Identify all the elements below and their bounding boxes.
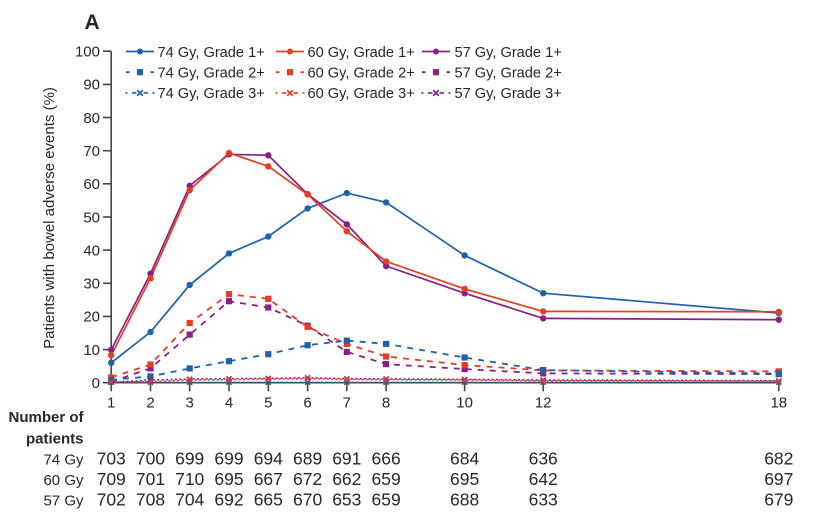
svg-text:40: 40	[83, 242, 100, 259]
svg-text:8: 8	[382, 395, 390, 412]
svg-text:60 Gy, Grade 1+: 60 Gy, Grade 1+	[308, 45, 415, 61]
svg-text:653: 653	[332, 490, 361, 510]
svg-text:659: 659	[371, 490, 400, 510]
svg-text:74 Gy, Grade 3+: 74 Gy, Grade 3+	[158, 86, 265, 102]
svg-text:60 Gy, Grade 3+: 60 Gy, Grade 3+	[308, 86, 415, 102]
svg-text:3: 3	[186, 395, 194, 412]
svg-text:694: 694	[254, 449, 283, 469]
svg-text:662: 662	[332, 469, 361, 489]
svg-text:695: 695	[450, 469, 479, 489]
svg-text:642: 642	[529, 469, 558, 489]
svg-text:709: 709	[97, 469, 126, 489]
svg-text:672: 672	[293, 469, 322, 489]
svg-text:710: 710	[175, 469, 204, 489]
svg-text:691: 691	[332, 449, 361, 469]
svg-text:2: 2	[146, 395, 154, 412]
svg-text:patients: patients	[26, 431, 84, 448]
svg-text:57 Gy, Grade 2+: 57 Gy, Grade 2+	[455, 66, 562, 82]
svg-text:90: 90	[83, 77, 100, 94]
svg-text:659: 659	[371, 469, 400, 489]
svg-text:60 Gy: 60 Gy	[43, 472, 84, 489]
svg-text:Patients with bowel adverse ev: Patients with bowel adverse events (%)	[41, 87, 58, 349]
svg-text:74 Gy: 74 Gy	[43, 452, 84, 469]
svg-text:5: 5	[264, 395, 272, 412]
svg-text:74 Gy, Grade 2+: 74 Gy, Grade 2+	[158, 66, 265, 82]
svg-text:74 Gy, Grade 1+: 74 Gy, Grade 1+	[158, 45, 265, 61]
svg-text:50: 50	[83, 209, 100, 226]
svg-text:Number of: Number of	[9, 409, 85, 426]
svg-text:7: 7	[343, 395, 351, 412]
svg-text:60: 60	[83, 176, 100, 193]
svg-text:70: 70	[83, 143, 100, 160]
svg-text:682: 682	[764, 449, 793, 469]
svg-text:670: 670	[293, 490, 322, 510]
svg-text:A: A	[85, 11, 100, 34]
svg-text:689: 689	[293, 449, 322, 469]
svg-text:699: 699	[175, 449, 204, 469]
svg-text:665: 665	[254, 490, 283, 510]
svg-text:80: 80	[83, 110, 100, 127]
svg-text:100: 100	[75, 44, 100, 61]
svg-text:702: 702	[97, 490, 126, 510]
svg-text:12: 12	[535, 395, 552, 412]
svg-text:695: 695	[214, 469, 243, 489]
svg-text:57 Gy, Grade 1+: 57 Gy, Grade 1+	[455, 45, 562, 61]
svg-text:708: 708	[136, 490, 165, 510]
svg-text:10: 10	[83, 342, 100, 359]
svg-text:18: 18	[770, 395, 787, 412]
svg-text:1: 1	[107, 395, 115, 412]
svg-text:10: 10	[456, 395, 473, 412]
svg-text:700: 700	[136, 449, 165, 469]
svg-text:60 Gy, Grade 2+: 60 Gy, Grade 2+	[308, 66, 415, 82]
svg-text:692: 692	[214, 490, 243, 510]
svg-text:679: 679	[764, 490, 793, 510]
svg-text:4: 4	[225, 395, 233, 412]
svg-text:633: 633	[529, 490, 558, 510]
svg-text:701: 701	[136, 469, 165, 489]
svg-text:30: 30	[83, 276, 100, 293]
svg-text:6: 6	[303, 395, 311, 412]
svg-text:57 Gy, Grade 3+: 57 Gy, Grade 3+	[455, 86, 562, 102]
svg-text:57 Gy: 57 Gy	[43, 493, 84, 510]
svg-text:636: 636	[529, 449, 558, 469]
svg-text:688: 688	[450, 490, 479, 510]
svg-text:684: 684	[450, 449, 479, 469]
svg-text:666: 666	[371, 449, 400, 469]
svg-text:703: 703	[97, 449, 126, 469]
svg-text:667: 667	[254, 469, 283, 489]
svg-text:704: 704	[175, 490, 204, 510]
svg-text:699: 699	[214, 449, 243, 469]
svg-text:20: 20	[83, 309, 100, 326]
svg-text:697: 697	[764, 469, 793, 489]
svg-text:0: 0	[92, 375, 100, 392]
